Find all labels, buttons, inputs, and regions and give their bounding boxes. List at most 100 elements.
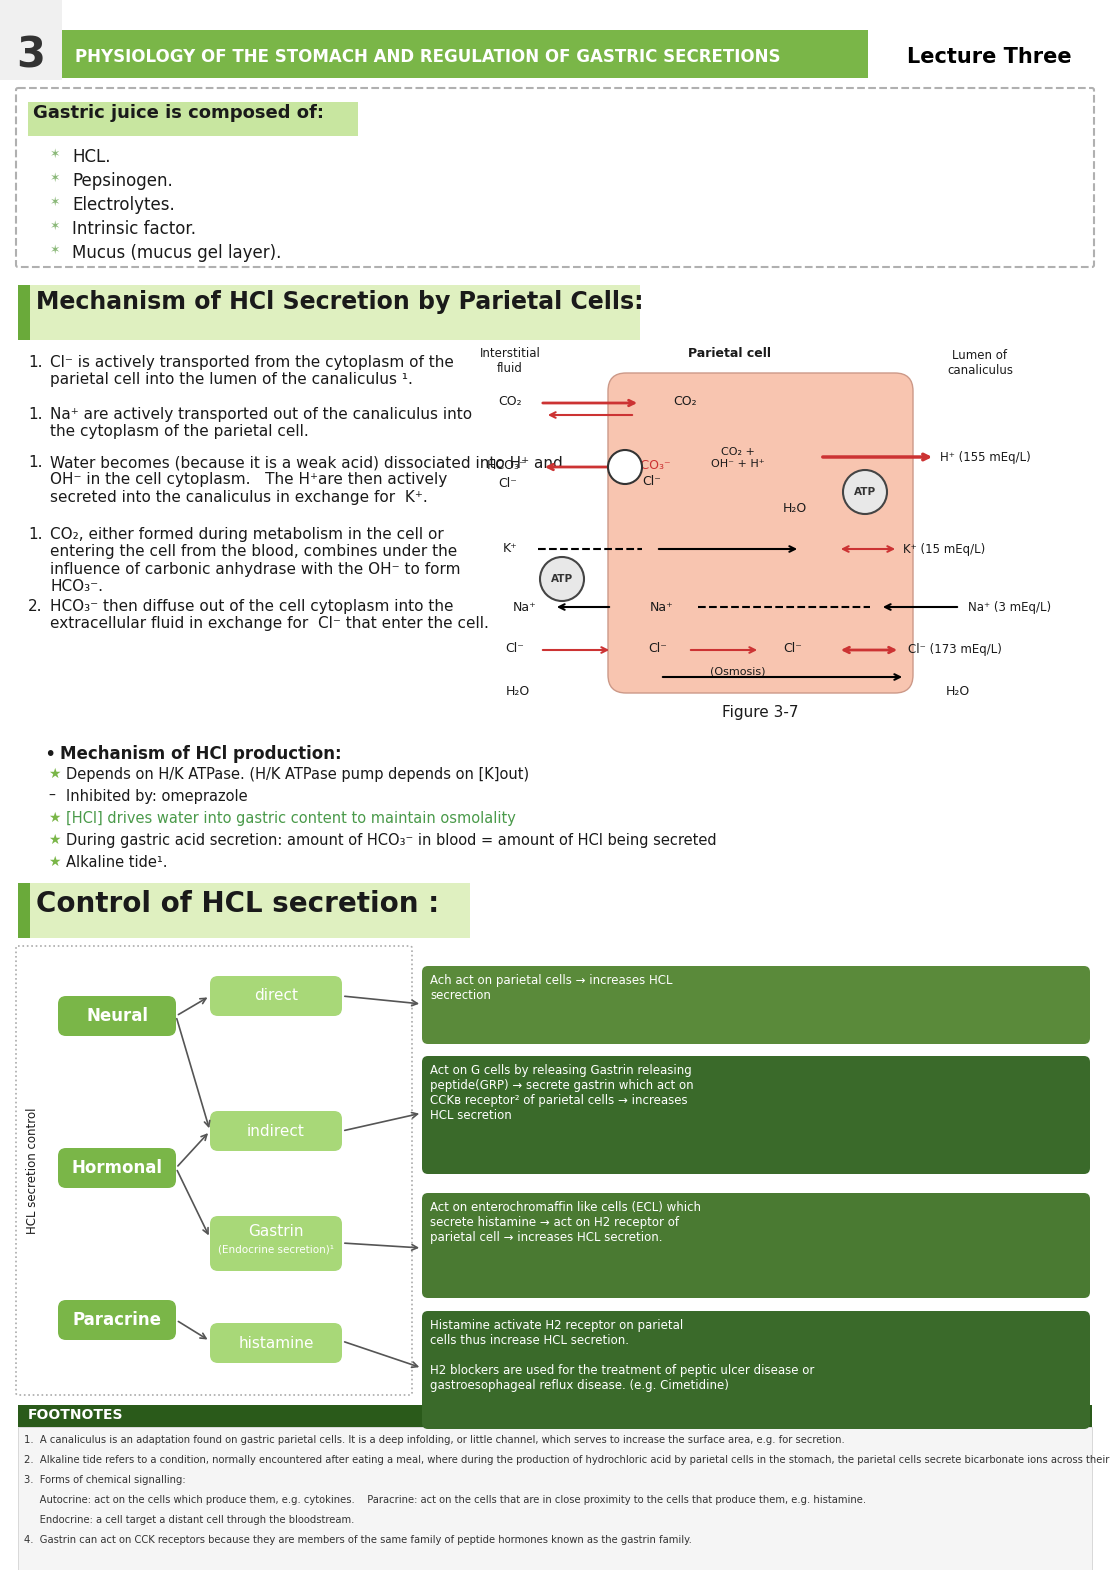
Bar (18, 1405, 1092, 1427)
Text: CO₂ +
OH⁻ + H⁺: CO₂ + OH⁻ + H⁺ (712, 447, 765, 468)
Bar (28, 102, 359, 137)
Text: Gastrin: Gastrin (249, 1225, 304, 1239)
Text: CO₂: CO₂ (498, 396, 522, 408)
Text: Depends on H/K ATPase. (H/K ATPase pump depends on [K]out): Depends on H/K ATPase. (H/K ATPase pump … (65, 768, 529, 782)
Text: 1.  A canaliculus is an adaptation found on gastric parietal cells. It is a deep: 1. A canaliculus is an adaptation found … (24, 1435, 845, 1444)
Text: Lumen of
canaliculus: Lumen of canaliculus (947, 349, 1013, 377)
Text: Interstitial
fluid: Interstitial fluid (480, 347, 541, 375)
Text: •: • (44, 746, 56, 765)
Text: H₂O: H₂O (783, 502, 807, 515)
Text: Cl⁻ (173 mEq/L): Cl⁻ (173 mEq/L) (908, 644, 1002, 656)
Text: PHYSIOLOGY OF THE STOMACH AND REGULATION OF GASTRIC SECRETIONS: PHYSIOLOGY OF THE STOMACH AND REGULATION… (75, 49, 780, 66)
Text: Cl⁻: Cl⁻ (643, 476, 662, 488)
FancyBboxPatch shape (210, 1112, 342, 1151)
Text: Mucus (mucus gel layer).: Mucus (mucus gel layer). (72, 243, 281, 262)
Text: Water becomes (because it is a weak acid) dissociated into H⁺ and
OH⁻ in the cel: Water becomes (because it is a weak acid… (50, 455, 563, 506)
Text: Hormonal: Hormonal (71, 1159, 162, 1178)
Text: Mechanism of HCl production:: Mechanism of HCl production: (60, 746, 342, 763)
Text: K⁺: K⁺ (503, 542, 517, 556)
Text: CO₂, either formed during metabolism in the cell or
entering the cell from the b: CO₂, either formed during metabolism in … (50, 528, 461, 593)
Text: Endocrine: a cell target a distant cell through the bloodstream.: Endocrine: a cell target a distant cell … (24, 1515, 354, 1524)
FancyBboxPatch shape (210, 977, 342, 1016)
Text: ATP: ATP (551, 575, 573, 584)
Bar (868, 30, 1110, 78)
Text: 1.: 1. (28, 355, 42, 371)
Text: H₂O: H₂O (946, 685, 970, 699)
Text: ★: ★ (48, 856, 61, 870)
Text: Cl⁻: Cl⁻ (505, 642, 524, 655)
Text: Cl⁻ is actively transported from the cytoplasm of the
parietal cell into the lum: Cl⁻ is actively transported from the cyt… (50, 355, 454, 388)
Text: 1.: 1. (28, 528, 42, 542)
Bar (0, 30, 1110, 78)
Text: –: – (48, 790, 54, 802)
Text: 4.  Gastrin can act on CCK receptors because they are members of the same family: 4. Gastrin can act on CCK receptors beca… (24, 1535, 692, 1545)
Text: histamine: histamine (239, 1336, 314, 1350)
Text: ★: ★ (48, 812, 61, 824)
Text: Intrinsic factor.: Intrinsic factor. (72, 220, 196, 239)
Text: ✶: ✶ (50, 173, 61, 185)
Text: HCO₃⁻ then diffuse out of the cell cytoplasm into the
extracellular fluid in exc: HCO₃⁻ then diffuse out of the cell cytop… (50, 600, 488, 631)
Text: During gastric acid secretion: amount of HCO₃⁻ in blood = amount of HCl being se: During gastric acid secretion: amount of… (65, 834, 717, 848)
Text: Control of HCL secretion :: Control of HCL secretion : (36, 890, 440, 918)
Text: 1.: 1. (28, 407, 42, 422)
Text: (Endocrine secretion)¹: (Endocrine secretion)¹ (218, 1243, 334, 1254)
Text: HCO₃⁻: HCO₃⁻ (487, 458, 527, 473)
Text: Cl⁻: Cl⁻ (498, 477, 517, 490)
Text: Autocrine: act on the cells which produce them, e.g. cytokines.    Paracrine: ac: Autocrine: act on the cells which produc… (24, 1495, 866, 1506)
Text: ★: ★ (48, 834, 61, 846)
Text: Ach act on parietal cells → increases HCL
secrection: Ach act on parietal cells → increases HC… (430, 973, 673, 1002)
Text: HCL.: HCL. (72, 148, 111, 166)
Text: Electrolytes.: Electrolytes. (72, 196, 174, 214)
FancyBboxPatch shape (422, 1311, 1090, 1429)
Text: 3.  Forms of chemical signalling:: 3. Forms of chemical signalling: (24, 1474, 185, 1485)
Bar (30, 882, 470, 937)
FancyBboxPatch shape (422, 1193, 1090, 1298)
Text: Act on G cells by releasing Gastrin releasing
peptide(GRP) → secrete gastrin whi: Act on G cells by releasing Gastrin rele… (430, 1064, 694, 1123)
Text: ★: ★ (48, 768, 61, 780)
FancyBboxPatch shape (16, 947, 412, 1396)
Text: 1.: 1. (28, 455, 42, 469)
Text: Lecture Three: Lecture Three (907, 47, 1071, 68)
FancyBboxPatch shape (422, 1057, 1090, 1174)
Text: Act on enterochromaffin like cells (ECL) which
secrete histamine → act on H2 rec: Act on enterochromaffin like cells (ECL)… (430, 1201, 702, 1243)
Bar (20, 956, 46, 1385)
Circle shape (842, 469, 887, 513)
Text: Neural: Neural (85, 1006, 148, 1025)
Text: HCO₃⁻: HCO₃⁻ (633, 458, 672, 473)
Text: ✶: ✶ (50, 148, 61, 162)
Text: Gastric juice is composed of:: Gastric juice is composed of: (33, 104, 324, 122)
Bar (18, 286, 30, 341)
Text: Na⁺: Na⁺ (650, 601, 674, 614)
Text: Paracrine: Paracrine (72, 1311, 161, 1328)
Text: 2.  Alkaline tide refers to a condition, normally encountered after eating a mea: 2. Alkaline tide refers to a condition, … (24, 1455, 1110, 1465)
Text: FOOTNOTES: FOOTNOTES (28, 1408, 123, 1422)
Text: (Osmosis): (Osmosis) (710, 667, 766, 677)
Circle shape (608, 451, 642, 484)
FancyBboxPatch shape (422, 966, 1090, 1044)
Text: Mechanism of HCl Secretion by Parietal Cells:: Mechanism of HCl Secretion by Parietal C… (36, 290, 644, 314)
Text: Inhibited by: omeprazole: Inhibited by: omeprazole (65, 790, 248, 804)
Text: H₂O: H₂O (506, 685, 531, 699)
FancyBboxPatch shape (58, 1148, 176, 1188)
Text: K⁺ (15 mEq/L): K⁺ (15 mEq/L) (904, 543, 986, 556)
Text: Cl⁻: Cl⁻ (784, 642, 803, 655)
FancyBboxPatch shape (608, 374, 914, 692)
Text: ✶: ✶ (50, 196, 61, 209)
Bar (18, 882, 30, 937)
Text: 3: 3 (17, 35, 46, 77)
Bar (0, 0, 62, 80)
Text: ✶: ✶ (50, 243, 61, 257)
Text: Histamine activate H2 receptor on parietal
cells thus increase HCL secretion.

H: Histamine activate H2 receptor on pariet… (430, 1319, 815, 1393)
FancyBboxPatch shape (58, 1300, 176, 1341)
Text: direct: direct (254, 989, 297, 1003)
Text: H⁺ (155 mEq/L): H⁺ (155 mEq/L) (940, 451, 1031, 465)
Text: CO₂: CO₂ (673, 396, 697, 408)
Text: Alkaline tide¹.: Alkaline tide¹. (65, 856, 168, 870)
Text: Na⁺: Na⁺ (513, 601, 537, 614)
Text: Figure 3-7: Figure 3-7 (722, 705, 798, 721)
FancyBboxPatch shape (58, 995, 176, 1036)
Text: [HCl] drives water into gastric content to maintain osmolality: [HCl] drives water into gastric content … (65, 812, 516, 826)
Text: indirect: indirect (248, 1124, 305, 1138)
Text: Na⁺ are actively transported out of the canaliculus into
the cytoplasm of the pa: Na⁺ are actively transported out of the … (50, 407, 472, 440)
Circle shape (539, 557, 584, 601)
